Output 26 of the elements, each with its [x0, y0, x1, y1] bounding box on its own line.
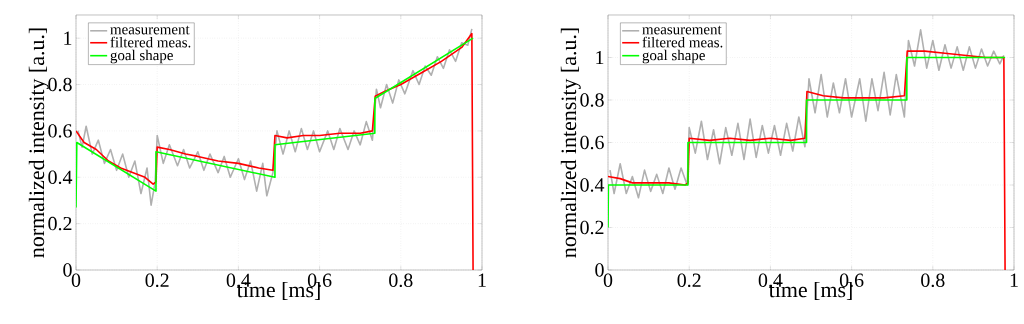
- y-tick-label: 1: [596, 50, 604, 65]
- x-tick-label: 0.2: [677, 273, 701, 288]
- x-tick-label: 0.8: [921, 273, 945, 288]
- y-axis-title: normalized intensity [a.u.]: [28, 28, 49, 258]
- x-tick-label: 1: [478, 273, 486, 287]
- legend-label: measurement: [110, 25, 190, 35]
- x-tick-label: 0.2: [145, 273, 169, 288]
- y-tick-label: 1: [64, 31, 72, 45]
- y-axis-title: normalized intensity [a.u.]: [560, 28, 581, 258]
- x-tick-label: 0.8: [389, 273, 413, 288]
- y-tick-label: 0: [63, 263, 72, 277]
- y-tick-label: 0.6: [580, 135, 604, 150]
- x-tick-label: 1: [1010, 273, 1018, 287]
- legend-label: measurement: [642, 25, 722, 35]
- y-tick-label: 0.6: [48, 124, 72, 138]
- legend-label: filtered meas.: [642, 36, 723, 48]
- legend-label: goal shape: [110, 49, 173, 64]
- legend-label: filtered meas.: [110, 36, 191, 48]
- y-tick-label: 0.2: [580, 220, 604, 235]
- y-tick-label: 0.4: [580, 178, 605, 192]
- y-tick-label: 0.4: [48, 170, 73, 185]
- legend-label: goal shape: [642, 49, 705, 64]
- y-tick-label: 0.8: [580, 93, 604, 107]
- y-tick-label: 0.2: [48, 216, 72, 231]
- y-tick-label: 0: [595, 263, 604, 277]
- y-tick-label: 0.8: [48, 77, 72, 92]
